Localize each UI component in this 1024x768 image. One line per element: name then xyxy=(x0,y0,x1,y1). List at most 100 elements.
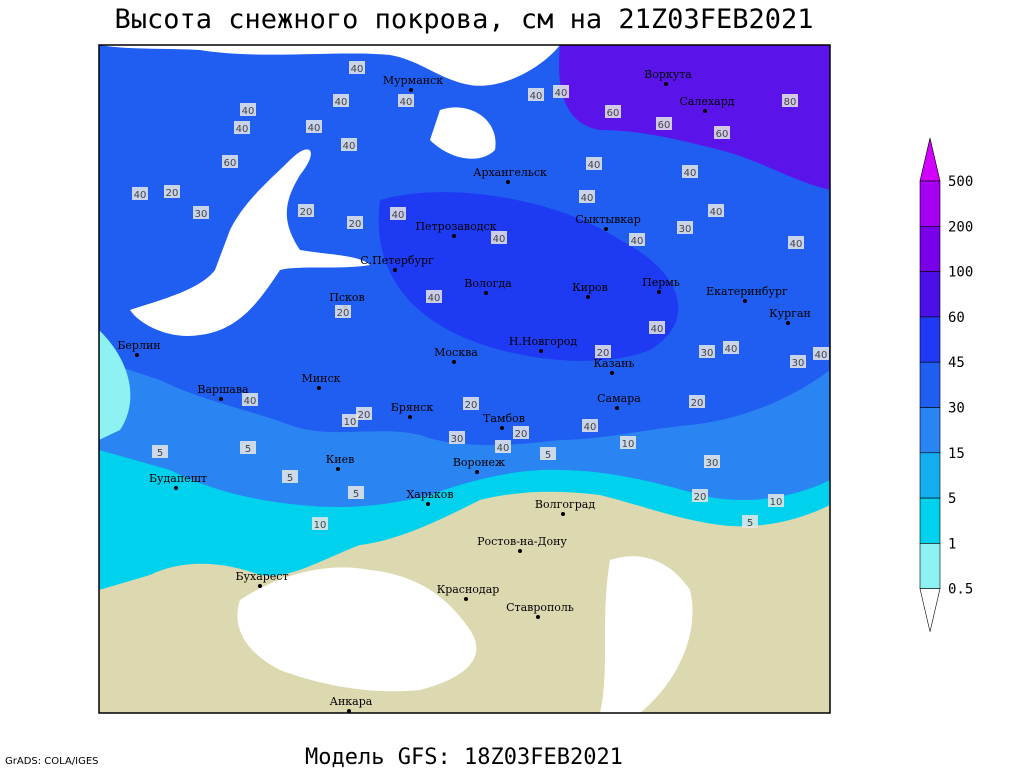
contour-label: 40 xyxy=(710,207,723,218)
city-dot xyxy=(743,299,747,303)
legend-label: 45 xyxy=(948,355,965,371)
contour-label: 40 xyxy=(555,88,568,99)
contour-label: 40 xyxy=(343,141,356,152)
credit: GrADS: COLA/IGES xyxy=(5,756,99,767)
legend-label: 200 xyxy=(948,219,973,235)
city-dot xyxy=(393,268,397,272)
legend-label: 0.5 xyxy=(948,582,973,598)
contour-label: 30 xyxy=(679,224,692,235)
contour-label: 10 xyxy=(314,520,327,531)
city-dot xyxy=(536,615,540,619)
city-label: Москва xyxy=(434,346,478,359)
contour-label: 40 xyxy=(351,64,364,75)
city-dot xyxy=(475,470,479,474)
legend-band xyxy=(919,407,941,454)
contour-label-box xyxy=(132,187,148,200)
city-label: Брянск xyxy=(391,401,434,414)
legend-band xyxy=(919,361,941,408)
footer: Модель GFS: 18Z03FEB2021 xyxy=(305,745,623,768)
contour-label: 30 xyxy=(701,348,714,359)
city-dot xyxy=(464,597,468,601)
city-dot xyxy=(610,371,614,375)
contour-label: 40 xyxy=(588,160,601,171)
contour-label: 20 xyxy=(358,410,371,421)
map xyxy=(98,44,831,714)
contour-label-box xyxy=(699,345,715,358)
city-dot xyxy=(336,467,340,471)
contour-label-box xyxy=(788,236,804,249)
contour-label: 40 xyxy=(244,396,257,407)
contour-label: 5 xyxy=(287,473,293,484)
contour-label-box xyxy=(595,345,611,358)
contour-label-box xyxy=(193,206,209,219)
city-label: Ростов-на-Дону xyxy=(477,535,567,548)
city-dot xyxy=(452,234,456,238)
contour-label-box xyxy=(620,436,636,449)
contour-label: 80 xyxy=(784,97,797,108)
contour-label-box xyxy=(708,204,724,217)
city-label: Самара xyxy=(597,392,641,405)
city-label: Берлин xyxy=(117,339,160,352)
contour-label-box xyxy=(234,121,250,134)
city-label: Екатеринбург xyxy=(706,285,788,298)
contour-label: 40 xyxy=(790,239,803,250)
contour-label: 5 xyxy=(245,444,251,455)
city-dot xyxy=(786,321,790,325)
city-dot xyxy=(174,486,178,490)
contour-label-box xyxy=(312,517,328,530)
contour-label: 40 xyxy=(581,193,594,204)
contour-label: 40 xyxy=(651,324,664,335)
legend-band xyxy=(919,497,941,544)
city-label: Бухарест xyxy=(235,570,288,583)
black-sea xyxy=(237,567,477,692)
contour-label: 20 xyxy=(166,188,179,199)
contour-label: 20 xyxy=(337,308,350,319)
contour-label-box xyxy=(398,94,414,107)
contour-label: 40 xyxy=(631,236,644,247)
contour-label: 40 xyxy=(308,123,321,134)
contour-label-box xyxy=(240,441,256,454)
city-dot xyxy=(586,295,590,299)
legend-band xyxy=(919,316,941,363)
contour-label: 40 xyxy=(428,293,441,304)
caspian-sea xyxy=(600,556,693,713)
title: Высота снежного покрова, см на 21Z03FEB2… xyxy=(115,4,814,35)
contour-label-box xyxy=(790,355,806,368)
contour-label: 20 xyxy=(349,219,362,230)
city-label: Казань xyxy=(594,357,635,370)
contour-label: 20 xyxy=(465,400,478,411)
legend-label: 100 xyxy=(948,265,973,281)
legend-band xyxy=(919,271,941,318)
city-dot xyxy=(604,227,608,231)
contour-label-box xyxy=(164,185,180,198)
city-label: Харьков xyxy=(406,488,453,501)
contour-label: 40 xyxy=(815,350,828,361)
city-dot xyxy=(615,406,619,410)
contour-label: 60 xyxy=(716,129,729,140)
city-dot xyxy=(539,349,543,353)
contour-label-box xyxy=(449,431,465,444)
legend-band xyxy=(919,226,941,272)
white-sea xyxy=(430,107,496,159)
city-dot xyxy=(500,426,504,430)
contour-label: 5 xyxy=(747,518,753,529)
contour-label: 40 xyxy=(530,91,543,102)
contour-label-box xyxy=(689,395,705,408)
city-dot xyxy=(518,549,522,553)
city-label: Ставрополь xyxy=(506,601,574,614)
contour-label: 40 xyxy=(242,106,255,117)
contour-label: 40 xyxy=(400,97,413,108)
city-label: С.Петербург xyxy=(360,254,434,267)
legend-band xyxy=(919,452,941,499)
contour-label-box xyxy=(152,445,168,458)
contour-label: 60 xyxy=(658,120,671,131)
contour-label-box xyxy=(513,426,529,439)
contour-label-box xyxy=(649,321,665,334)
legend-band xyxy=(919,543,941,590)
contour-label: 20 xyxy=(597,348,610,359)
legend-bottom-triangle xyxy=(919,588,941,632)
contour-label-box xyxy=(390,207,406,220)
city-dot xyxy=(409,88,413,92)
legend-label: 30 xyxy=(948,401,965,417)
